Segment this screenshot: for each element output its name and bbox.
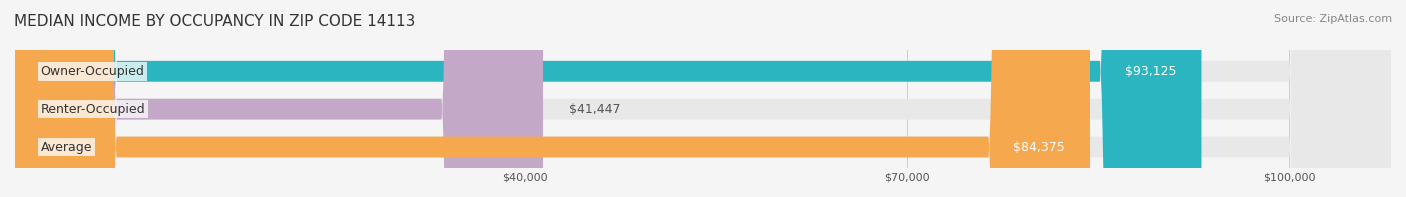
Text: $84,375: $84,375 [1012, 140, 1064, 153]
FancyBboxPatch shape [15, 0, 1391, 197]
FancyBboxPatch shape [15, 0, 1202, 197]
Text: Source: ZipAtlas.com: Source: ZipAtlas.com [1274, 14, 1392, 24]
Text: $41,447: $41,447 [568, 103, 620, 116]
Text: MEDIAN INCOME BY OCCUPANCY IN ZIP CODE 14113: MEDIAN INCOME BY OCCUPANCY IN ZIP CODE 1… [14, 14, 415, 29]
FancyBboxPatch shape [15, 0, 543, 197]
Text: Average: Average [41, 140, 91, 153]
Text: Owner-Occupied: Owner-Occupied [41, 65, 145, 78]
FancyBboxPatch shape [15, 0, 1391, 197]
FancyBboxPatch shape [15, 0, 1391, 197]
FancyBboxPatch shape [15, 0, 1090, 197]
Text: Renter-Occupied: Renter-Occupied [41, 103, 145, 116]
Text: $93,125: $93,125 [1125, 65, 1175, 78]
